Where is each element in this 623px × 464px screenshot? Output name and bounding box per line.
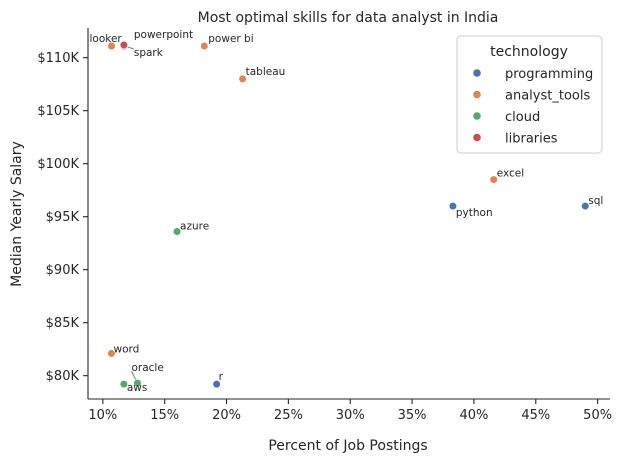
data-point-powerpoint xyxy=(119,40,128,50)
x-tick-label: 15% xyxy=(150,408,179,423)
data-point-sql xyxy=(581,201,590,211)
data-label-azure: azure xyxy=(180,221,209,233)
legend-label-programming: programming xyxy=(505,67,593,82)
legend-label-analyst_tools: analyst_tools xyxy=(505,89,590,104)
y-tick-label: $110K xyxy=(37,51,79,66)
data-label-python: python xyxy=(456,207,493,219)
x-tick-label: 25% xyxy=(274,408,303,423)
legend-label-cloud: cloud xyxy=(505,110,540,125)
y-tick-label: $95K xyxy=(46,210,80,225)
legend-marker-analyst_tools xyxy=(473,90,481,99)
legend-title: technology xyxy=(490,44,568,60)
data-point-tableau xyxy=(238,74,247,83)
legend-label-libraries: libraries xyxy=(505,132,558,147)
chart-title: Most optimal skills for data analyst in … xyxy=(198,10,499,26)
label-leader-lines xyxy=(124,45,138,384)
data-label-excel: excel xyxy=(497,168,524,180)
data-label-spark: spark xyxy=(134,47,164,59)
x-tick-label: 50% xyxy=(583,408,612,423)
x-tick-label: 10% xyxy=(88,408,117,423)
data-label-oracle: oracle xyxy=(131,362,163,374)
y-tick-label: $100K xyxy=(37,157,79,172)
data-point-power-bi xyxy=(200,41,209,51)
legend-marker-programming xyxy=(473,69,481,77)
x-tick-label: 30% xyxy=(336,408,365,423)
data-point-azure xyxy=(172,227,182,236)
data-point-labels: sql python r excel tableau power bi looker word… xyxy=(90,29,604,394)
data-points xyxy=(107,40,590,389)
legend: technology programming analyst_toolscloud… xyxy=(456,35,603,154)
data-label-r: r xyxy=(219,371,224,383)
data-label-looker: looker xyxy=(90,33,123,45)
data-point-excel xyxy=(489,175,498,184)
x-axis-label: Percent of Job Postings xyxy=(268,438,427,454)
x-tick-label: 20% xyxy=(212,408,241,423)
x-tick-label: 35% xyxy=(398,408,427,423)
y-tick-label: $80K xyxy=(46,369,80,384)
data-point-looker xyxy=(107,41,116,51)
data-label-power-bi: power bi xyxy=(208,33,253,45)
data-label-word: word xyxy=(114,343,140,355)
data-label-tableau: tableau xyxy=(246,66,286,78)
axes-spines xyxy=(87,28,610,400)
y-tick-label: $90K xyxy=(46,263,80,278)
legend-marker-libraries xyxy=(473,133,481,142)
data-point-r xyxy=(212,380,221,389)
legend-frame xyxy=(456,35,603,154)
data-label-aws: aws xyxy=(127,382,148,394)
data-point-word xyxy=(107,349,116,358)
data-point-oracle xyxy=(133,379,142,388)
data-point-python xyxy=(448,201,458,211)
data-label-powerpoint: powerpoint xyxy=(134,29,193,41)
x-axis-ticks: 10% 15% 20% 25% 30% 35% 40% 45% 50% xyxy=(88,399,612,423)
y-axis-ticks: $80K $85K $90K $95K $100K $105K $110K xyxy=(37,51,88,384)
y-axis-label: Median Yearly Salary xyxy=(9,141,25,287)
data-point-aws xyxy=(119,380,128,389)
x-tick-label: 45% xyxy=(521,408,550,423)
x-tick-label: 40% xyxy=(459,408,488,423)
y-tick-label: $105K xyxy=(37,104,79,119)
data-label-sql: sql xyxy=(588,195,603,207)
legend-marker-cloud xyxy=(473,112,481,120)
y-tick-label: $85K xyxy=(46,316,80,331)
